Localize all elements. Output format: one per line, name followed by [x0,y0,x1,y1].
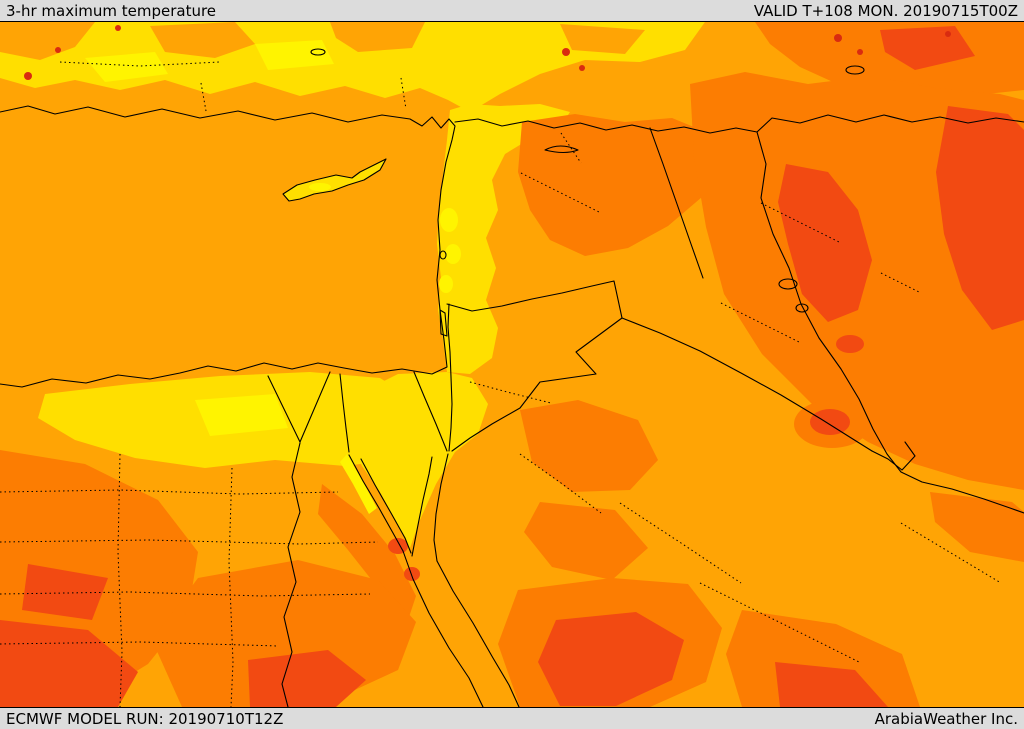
dead-sea [439,309,448,337]
contour-fills [0,22,1024,707]
header-bar: 3-hr maximum temperature VALID T+108 MON… [0,0,1024,22]
nile-river [281,442,301,707]
admin-borders-dotted [0,61,1002,707]
temperature-contour-map [0,22,1024,707]
cyprus-island [282,158,387,202]
brand-label: ArabiaWeather Inc. [874,709,1018,728]
coastline [0,105,456,388]
map-area [0,22,1024,707]
map-title: 3-hr maximum temperature [6,1,217,20]
country-borders [0,105,1024,707]
lakes [310,48,865,337]
valid-time-label: VALID T+108 MON. 20190715T00Z [753,1,1018,20]
footer-bar: ECMWF MODEL RUN: 20190710T12Z ArabiaWeat… [0,707,1024,729]
contour-deep-syria [518,114,718,256]
contour-yellow-levant [437,104,570,374]
model-run-label: ECMWF MODEL RUN: 20190710T12Z [6,709,284,728]
